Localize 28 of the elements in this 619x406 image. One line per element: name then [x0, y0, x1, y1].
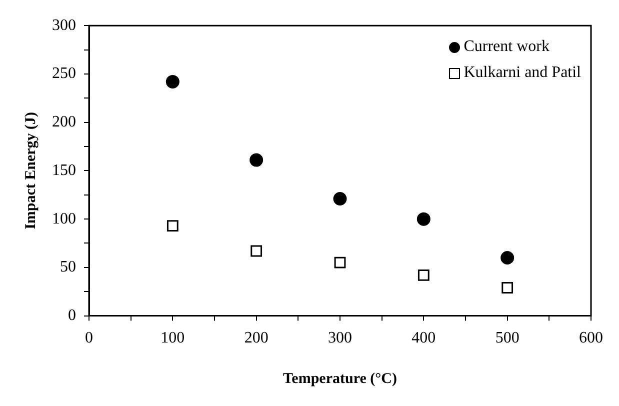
x-axis-title: Temperature (°C) [283, 370, 397, 387]
point [416, 212, 430, 226]
y-tick-label: 50 [60, 258, 76, 276]
point [250, 153, 264, 167]
x-tick-label: 600 [579, 330, 603, 347]
y-tick-label: 0 [68, 307, 76, 324]
x-tick-label: 500 [495, 330, 520, 347]
point [334, 256, 346, 268]
y-tick-label: 150 [52, 162, 76, 179]
y-tick-label: 200 [52, 114, 76, 131]
y-axis-title: Impact Energy (J) [22, 112, 39, 230]
legend-label: Current work [464, 38, 550, 56]
legend-label: Kulkarni and Patil [464, 64, 581, 82]
y-tick-label: 100 [52, 210, 76, 228]
point [418, 269, 430, 281]
y-tick-label: 250 [52, 65, 76, 82]
x-tick-label: 300 [328, 330, 352, 347]
point [333, 192, 347, 206]
point [500, 251, 514, 265]
y-tick-label: 300 [52, 16, 76, 34]
point [166, 74, 180, 88]
x-tick-label: 200 [244, 330, 268, 347]
x-tick-label: 100 [160, 330, 185, 347]
point [250, 245, 262, 257]
point [166, 220, 178, 232]
x-tick-label: 0 [85, 330, 93, 347]
x-tick-label: 400 [412, 330, 436, 347]
point [502, 282, 514, 294]
